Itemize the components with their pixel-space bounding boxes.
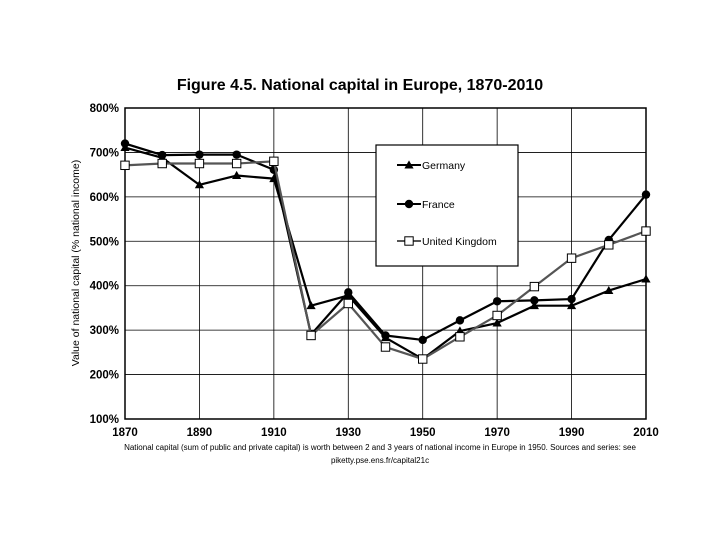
data-point-germany bbox=[306, 301, 316, 310]
y-tick-label: 800% bbox=[90, 103, 119, 115]
data-point-united-kingdom bbox=[306, 330, 316, 341]
y-tick-label: 100% bbox=[90, 414, 119, 426]
axis-tick-labels: 100% 200% 300% 400% 500% 600% 700% 800% 1870 1890… bbox=[90, 103, 659, 439]
legend-label-france: France bbox=[422, 199, 455, 211]
data-point-france bbox=[641, 190, 651, 199]
data-point-france bbox=[381, 331, 390, 340]
data-point-united-kingdom bbox=[157, 158, 167, 169]
y-tick-label: 600% bbox=[90, 192, 119, 204]
data-point-united-kingdom bbox=[418, 354, 428, 364]
x-tick-label: 1950 bbox=[410, 427, 436, 439]
x-tick-label: 1930 bbox=[335, 427, 361, 439]
data-point-united-kingdom bbox=[641, 226, 651, 236]
y-tick-label: 500% bbox=[90, 236, 119, 248]
data-point-france bbox=[195, 150, 204, 159]
data-point-united-kingdom bbox=[231, 158, 242, 169]
data-point-france bbox=[492, 297, 502, 306]
data-point-germany bbox=[529, 301, 539, 310]
data-point-germany bbox=[641, 274, 651, 283]
chart-title: Figure 4.5. National capital in Europe, … bbox=[176, 77, 544, 94]
data-point-germany bbox=[492, 318, 502, 327]
data-point-france bbox=[455, 316, 465, 325]
legend-marker-united-kingdom bbox=[404, 236, 414, 246]
legend-item-france: France bbox=[397, 199, 455, 211]
x-tick-label: 1910 bbox=[261, 427, 287, 439]
data-point-germany bbox=[232, 170, 242, 179]
x-tick-label: 1970 bbox=[484, 427, 510, 439]
data-point-germany bbox=[566, 301, 577, 310]
data-point-france bbox=[344, 288, 353, 297]
data-point-france bbox=[567, 294, 576, 304]
y-tick-label: 200% bbox=[90, 370, 119, 382]
data-point-germany bbox=[604, 286, 614, 295]
data-point-united-kingdom bbox=[194, 158, 205, 169]
data-point-france bbox=[232, 150, 241, 159]
series-layer bbox=[120, 139, 651, 364]
legend: Germany France United Kingdom bbox=[375, 144, 519, 267]
data-point-france bbox=[120, 139, 130, 148]
y-axis-label: Value of national capital (% national in… bbox=[70, 160, 82, 366]
y-tick-label: 400% bbox=[90, 281, 119, 293]
legend-label-united-kingdom: United Kingdom bbox=[422, 236, 497, 248]
legend-marker-france bbox=[404, 199, 414, 209]
legend-item-germany: Germany bbox=[397, 160, 466, 172]
legend-marker-germany bbox=[404, 160, 414, 169]
series-united-kingdom bbox=[120, 156, 651, 364]
data-point-germany bbox=[194, 180, 205, 189]
y-tick-label: 700% bbox=[90, 147, 119, 159]
x-tick-label: 2010 bbox=[633, 427, 659, 439]
data-point-united-kingdom bbox=[566, 253, 577, 263]
data-point-united-kingdom bbox=[380, 342, 391, 352]
data-point-united-kingdom bbox=[343, 298, 353, 309]
plot-area-border bbox=[124, 107, 647, 420]
data-point-france bbox=[158, 150, 167, 160]
data-point-france bbox=[418, 335, 427, 345]
data-point-france bbox=[530, 296, 539, 305]
data-point-united-kingdom bbox=[604, 240, 614, 250]
data-point-united-kingdom bbox=[269, 156, 279, 167]
chart-caption: National capital (sum of public and priv… bbox=[124, 443, 636, 465]
x-tick-label: 1890 bbox=[187, 427, 213, 439]
data-point-united-kingdom bbox=[455, 332, 465, 342]
y-tick-label: 300% bbox=[90, 325, 119, 337]
data-point-united-kingdom bbox=[492, 310, 502, 321]
x-tick-label: 1870 bbox=[112, 427, 138, 439]
data-point-united-kingdom bbox=[120, 160, 130, 171]
x-tick-label: 1990 bbox=[559, 427, 585, 439]
legend-item-united-kingdom: United Kingdom bbox=[397, 236, 497, 248]
legend-label-germany: Germany bbox=[422, 160, 466, 172]
data-point-united-kingdom bbox=[529, 281, 540, 292]
